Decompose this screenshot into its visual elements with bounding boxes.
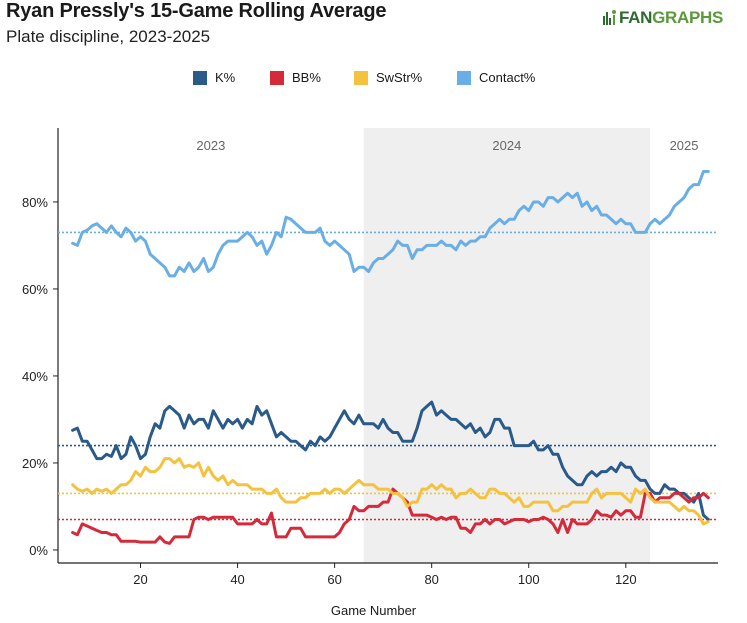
series-line-bb bbox=[71, 487, 710, 545]
legend-item-contact: Contact% bbox=[457, 70, 535, 85]
legend-swatch-k bbox=[193, 70, 207, 85]
y-tick-label: 80% bbox=[22, 195, 48, 210]
legend-item-bb: BB% bbox=[270, 70, 321, 85]
legend-label-k: K% bbox=[215, 70, 236, 85]
legend-item-k: K% bbox=[193, 70, 235, 85]
x-tick-label: 80 bbox=[424, 572, 438, 587]
x-tick-label: 100 bbox=[518, 572, 540, 587]
logo-graphs-text: GRAPHS bbox=[652, 8, 724, 27]
logo-fan-text: FAN bbox=[619, 8, 653, 27]
series-line-contact bbox=[71, 170, 710, 278]
legend-item-swstr: SwStr% bbox=[354, 70, 422, 85]
batter-icon bbox=[603, 10, 616, 25]
series-line-swstr bbox=[71, 457, 710, 526]
y-tick-label: 40% bbox=[22, 369, 48, 384]
x-tick-label: 60 bbox=[327, 572, 341, 587]
season-bands: 2023 2024 2025 bbox=[196, 128, 698, 563]
x-tick-label: 20 bbox=[133, 572, 147, 587]
legend-label-contact: Contact% bbox=[479, 70, 536, 85]
legend-swatch-bb bbox=[270, 70, 284, 85]
y-tick-label: 60% bbox=[22, 282, 48, 297]
x-tick-label: 120 bbox=[615, 572, 637, 587]
fangraphs-logo: FANGRAPHS bbox=[603, 8, 723, 28]
chart-legend: K% BB% SwStr% Contact% bbox=[0, 70, 747, 90]
legend-label-bb: BB% bbox=[292, 70, 321, 85]
y-tick-label: 0% bbox=[29, 543, 48, 558]
series-lines bbox=[71, 170, 710, 545]
x-axis-label: Game Number bbox=[330, 603, 417, 618]
chart-subtitle: Plate discipline, 2023-2025 bbox=[6, 27, 211, 46]
average-lines bbox=[58, 231, 718, 521]
season-label-2025: 2025 bbox=[670, 138, 699, 153]
y-tick-label: 20% bbox=[22, 456, 48, 471]
x-tick-label: 40 bbox=[230, 572, 244, 587]
chart-title: Ryan Pressly's 15-Game Rolling Average bbox=[6, 0, 387, 22]
legend-swatch-contact bbox=[457, 70, 471, 85]
series-line-k bbox=[71, 400, 710, 521]
legend-swatch-swstr bbox=[354, 70, 368, 85]
legend-label-swstr: SwStr% bbox=[376, 70, 423, 85]
season-label-2023: 2023 bbox=[196, 138, 225, 153]
season-band-2024 bbox=[363, 128, 651, 563]
season-label-2024: 2024 bbox=[492, 138, 521, 153]
axes: 0% 20% 40% 60% 80% 20 40 60 80 100 120 bbox=[22, 128, 718, 587]
